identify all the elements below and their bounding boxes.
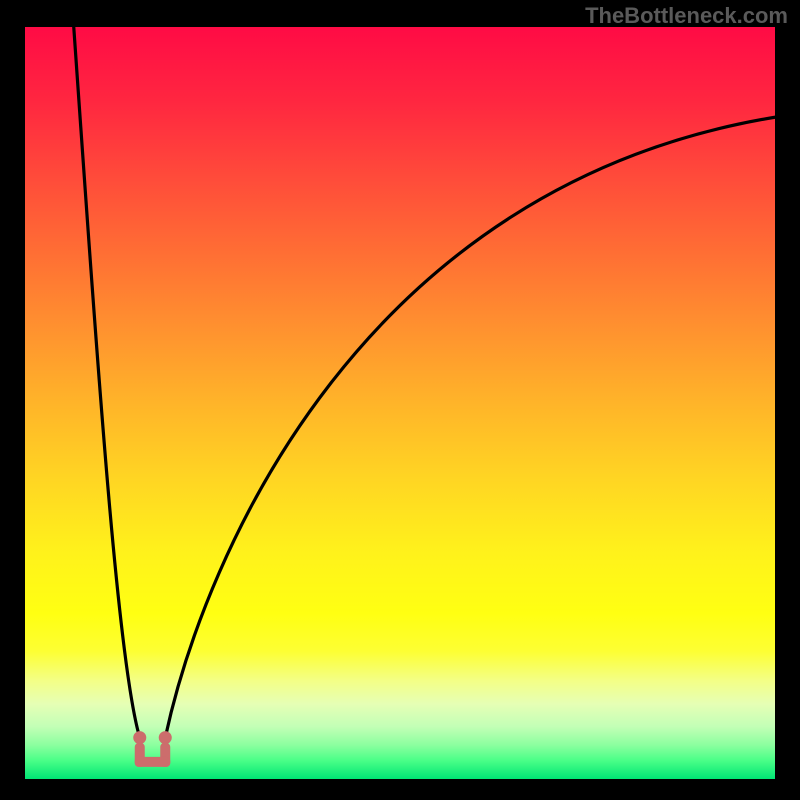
valley-u-base [135,757,171,767]
plot-area [25,27,775,779]
curve-layer [25,27,775,779]
curve-right-branch [165,117,775,737]
source-watermark: TheBottleneck.com [585,3,788,29]
curve-left-branch [74,27,140,738]
chart-frame: TheBottleneck.com [0,0,800,800]
valley-dot-0 [133,731,146,744]
valley-dot-1 [159,731,172,744]
